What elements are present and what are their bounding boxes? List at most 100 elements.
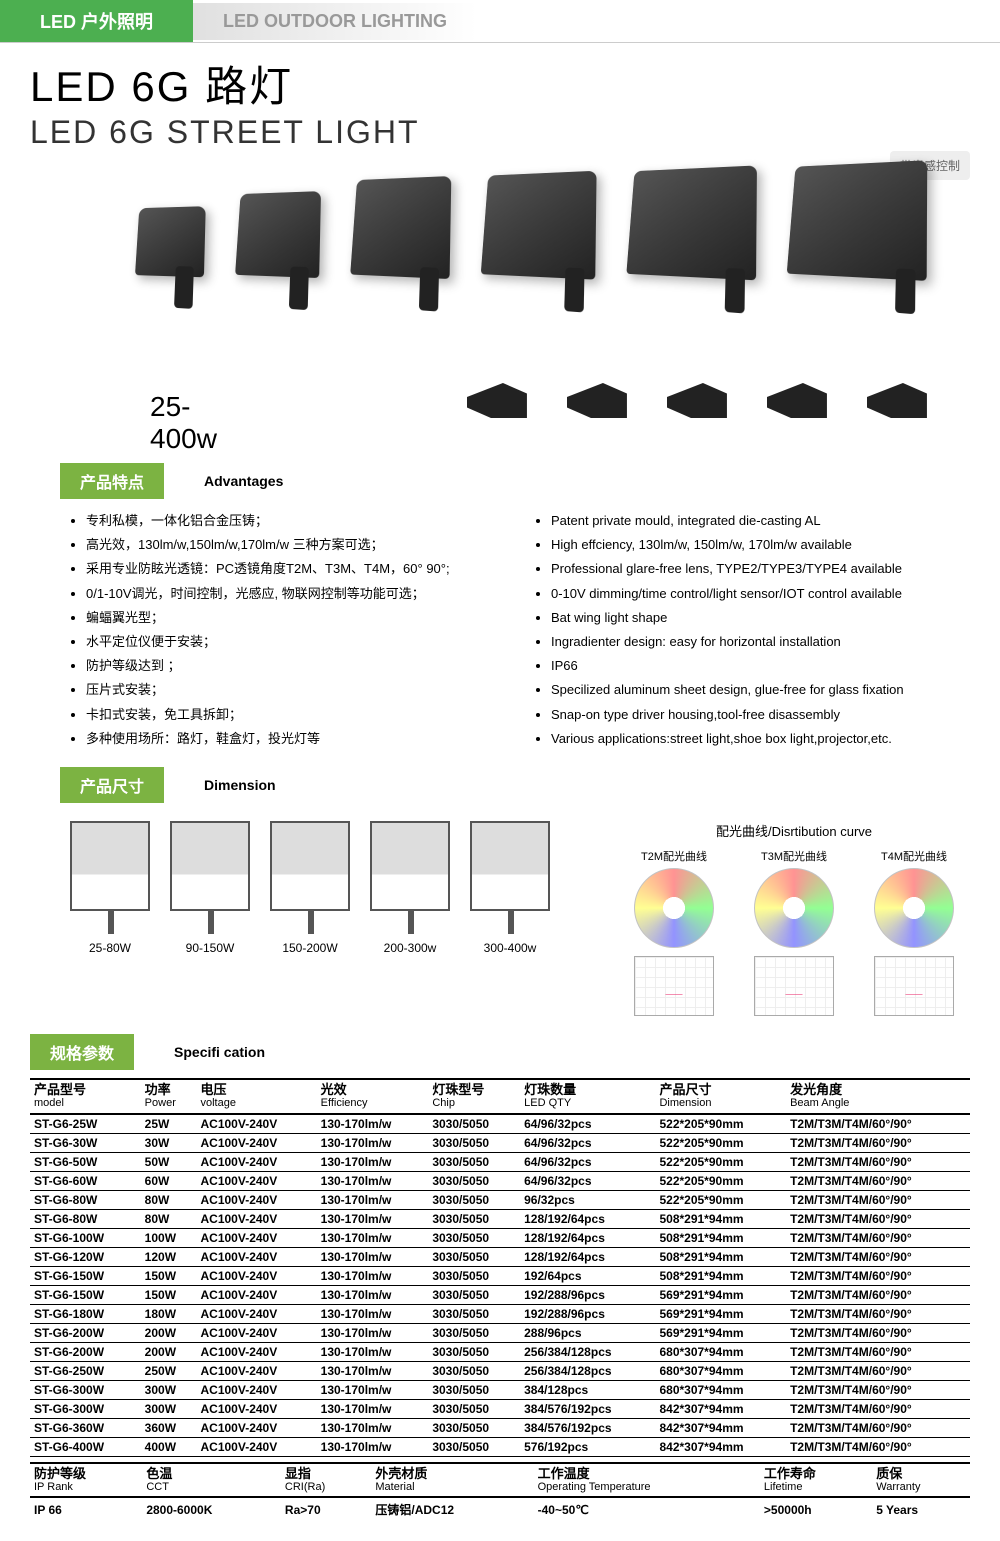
spec-row: ST-G6-400W400WAC100V-240V130-170lm/w3030… [30,1437,970,1456]
spec-cell: 522*205*90mm [655,1114,786,1134]
dimension-label: 150-200W [270,941,350,955]
spec-cell: AC100V-240V [197,1380,317,1399]
dimension-drawing: 90-150W [170,821,250,1016]
spec-cell: 130-170lm/w [317,1266,429,1285]
distribution-grid: T2M配光曲线T3M配光曲线 T4M配光曲线 [618,848,970,1016]
spec-cell: AC100V-240V [197,1114,317,1134]
spec-cell: AC100V-240V [197,1209,317,1228]
top-header: LED 户外照明 LED OUTDOOR LIGHTING [0,0,1000,43]
section-title-cn: 产品特点 [60,463,164,499]
dimension-drawing: 25-80W [70,821,150,1016]
footer-header: 工作温度Operating Temperature [534,1463,760,1498]
spec-cell: 130-170lm/w [317,1418,429,1437]
distribution-cell: T3M配光曲线 [738,848,850,948]
spec-header: 灯珠型号Chip [428,1079,520,1114]
spec-cell: 3030/5050 [428,1171,520,1190]
spec-cell: 569*291*94mm [655,1304,786,1323]
spec-cell: ST-G6-80W [30,1209,141,1228]
spec-cell: T2M/T3M/T4M/60°/90° [786,1209,970,1228]
distribution-cell: T2M配光曲线 [618,848,730,948]
spec-cell: 256/384/128pcs [520,1342,655,1361]
spec-cell: T2M/T3M/T4M/60°/90° [786,1190,970,1209]
advantage-item: Patent private mould, integrated die-cas… [551,512,970,530]
advantage-item: Various applications:street light,shoe b… [551,730,970,748]
dimension-label: 200-300w [370,941,450,955]
section-dimension: 产品尺寸 Dimension [60,767,1000,803]
spec-cell: 256/384/128pcs [520,1361,655,1380]
spec-cell: 130-170lm/w [317,1323,429,1342]
spec-cell: 150W [141,1266,197,1285]
advantages-columns: 专利私模，一体化铝合金压铸；高光效，130lm/w,150lm/w,170lm/… [0,507,1000,759]
distribution-title: 配光曲线/Disrtibution curve [618,821,970,840]
spec-cell: ST-G6-300W [30,1380,141,1399]
beam-chart-icon [874,956,954,1016]
spec-cell: T2M/T3M/T4M/60°/90° [786,1228,970,1247]
spec-cell: 508*291*94mm [655,1247,786,1266]
spec-cell: 64/96/32pcs [520,1114,655,1134]
spec-cell: 150W [141,1285,197,1304]
spec-cell: 30W [141,1133,197,1152]
spec-cell: 192/64pcs [520,1266,655,1285]
spec-cell: 508*291*94mm [655,1266,786,1285]
spec-header: 产品型号model [30,1079,141,1114]
spec-cell: 384/128pcs [520,1380,655,1399]
spec-cell: 64/96/32pcs [520,1133,655,1152]
spec-cell: 250W [141,1361,197,1380]
advantage-item: 水平定位仪便于安装； [86,633,505,651]
spec-cell: 360W [141,1418,197,1437]
spec-cell: 64/96/32pcs [520,1171,655,1190]
advantage-item: 多种使用场所：路灯，鞋盒灯，投光灯等 [86,730,505,748]
spec-cell: 64/96/32pcs [520,1152,655,1171]
spec-cell: 3030/5050 [428,1342,520,1361]
advantage-item: Bat wing light shape [551,609,970,627]
spec-cell: 842*307*94mm [655,1399,786,1418]
advantage-item: 采用专业防眩光透镜：PC透镜角度T2M、T3M、T4M，60° 90°; [86,560,505,578]
category-tab-en: LED OUTDOOR LIGHTING [193,3,477,40]
product-title-en: LED 6G STREET LIGHT [30,114,970,151]
curve-label: T4M配光曲线 [858,848,970,864]
spec-cell: ST-G6-150W [30,1285,141,1304]
spec-cell: 3030/5050 [428,1323,520,1342]
spec-cell: 3030/5050 [428,1152,520,1171]
spec-cell: AC100V-240V [197,1133,317,1152]
spec-cell: 3030/5050 [428,1228,520,1247]
spec-cell: T2M/T3M/T4M/60°/90° [786,1133,970,1152]
footer-header: 色温CCT [142,1463,281,1498]
spec-cell: 50W [141,1152,197,1171]
spec-cell: 128/192/64pcs [520,1228,655,1247]
spec-cell: 192/288/96pcs [520,1304,655,1323]
product-image [350,176,451,279]
advantage-item: 卡扣式安装，免工具拆卸； [86,706,505,724]
spec-cell: T2M/T3M/T4M/60°/90° [786,1152,970,1171]
hero-area: 带光感控制 [0,151,1000,351]
spec-cell: 3030/5050 [428,1133,520,1152]
section-specification: 规格参数 Specifi cation [30,1034,1000,1070]
spec-header: 光效Efficiency [317,1079,429,1114]
product-image [787,160,928,281]
spec-cell: T2M/T3M/T4M/60°/90° [786,1437,970,1456]
spec-cell: 569*291*94mm [655,1285,786,1304]
spec-row: ST-G6-120W120WAC100V-240V130-170lm/w3030… [30,1247,970,1266]
spec-cell: 130-170lm/w [317,1342,429,1361]
spec-row: ST-G6-150W150WAC100V-240V130-170lm/w3030… [30,1266,970,1285]
advantage-item: 压片式安装； [86,681,505,699]
advantage-item: High effciency, 130lm/w, 150lm/w, 170lm/… [551,536,970,554]
footer-cell: >50000h [760,1497,872,1521]
spec-cell: 522*205*90mm [655,1190,786,1209]
polar-chart-icon [634,868,714,948]
section-title-en: Specifi cation [174,1044,265,1060]
advantage-item: Snap-on type driver housing,tool-free di… [551,706,970,724]
spec-cell: AC100V-240V [197,1285,317,1304]
beam-chart-icon [754,956,834,1016]
advantage-item: Professional glare-free lens, TYPE2/TYPE… [551,560,970,578]
spec-cell: AC100V-240V [197,1266,317,1285]
advantage-item: Ingradienter design: easy for horizontal… [551,633,970,651]
bracket-row [217,378,1000,428]
spec-cell: 128/192/64pcs [520,1247,655,1266]
footer-header: 工作寿命Lifetime [760,1463,872,1498]
spec-cell: AC100V-240V [197,1228,317,1247]
spec-row: ST-G6-300W300WAC100V-240V130-170lm/w3030… [30,1399,970,1418]
spec-cell: 569*291*94mm [655,1323,786,1342]
footer-header: 显指CRI(Ra) [281,1463,371,1498]
footer-cell: 压铸铝/ADC12 [371,1497,533,1521]
